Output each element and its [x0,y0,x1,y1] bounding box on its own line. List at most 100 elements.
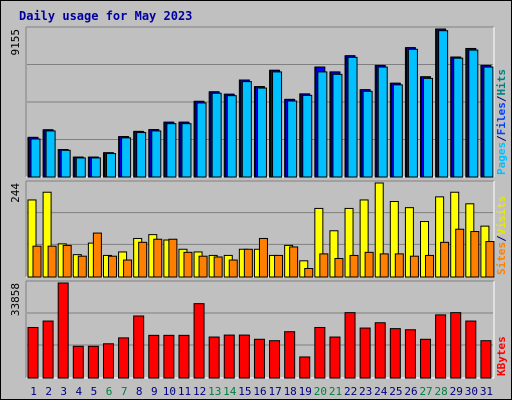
legend-part: Sites [495,242,508,275]
bar-pages [151,130,162,178]
bar-sites [334,258,344,278]
x-tick-label: 15 [238,385,251,398]
x-tick-label: 14 [223,385,237,398]
bar-kbytes [102,343,114,379]
legend-part: Hits [495,69,508,96]
y-max-label-bottom: 33858 [9,283,22,316]
legend-part: / [495,95,508,102]
bar-sites [485,241,495,278]
bar-kbytes [238,334,250,379]
bar-kbytes [284,331,296,379]
bar-kbytes [404,329,416,379]
bar-visits [27,199,37,278]
x-tick-label: 11 [178,385,191,398]
x-tick-label: 7 [121,385,128,398]
bar-pages [181,123,192,178]
bar-pages [241,81,252,178]
x-tick-label: 22 [344,385,357,398]
x-tick-label: 5 [91,385,98,398]
bar-pages [75,157,86,178]
bar-kbytes [450,312,462,379]
bar-pages [317,71,328,178]
bar-sites [364,251,374,278]
bar-pages [423,77,434,178]
bar-kbytes [118,337,130,379]
bar-sites [274,254,284,278]
bar-sites [107,255,117,278]
bar-sites [394,253,404,278]
bar-sites [77,255,87,278]
bar-sites [168,238,178,278]
bar-pages [90,157,101,178]
bar-pages [272,71,283,178]
bar-pages [377,66,388,178]
bar-kbytes [299,356,311,379]
legend-part: KBytes [495,336,508,376]
legend-top: Pages/Files/Hits [495,69,508,175]
bar-kbytes [480,340,492,379]
bar-sites [47,245,57,278]
legend-mid: Sites/Visits [495,196,508,276]
bar-sites [440,241,450,278]
legend-part: Visits [495,196,508,236]
bar-sites [92,232,102,278]
bar-visits [314,207,324,278]
bar-sites [409,255,419,278]
bar-sites [183,251,193,278]
bar-kbytes [435,314,447,379]
bar-sites [138,241,148,278]
x-tick-label: 9 [151,385,158,398]
bar-kbytes [87,345,99,379]
bar-pages [468,49,479,178]
bar-kbytes [359,327,371,379]
bar-pages [256,87,267,178]
x-tick-label: 21 [329,385,342,398]
bar-visits [374,182,384,278]
x-tick-label: 2 [45,385,52,398]
bar-pages [438,30,449,178]
bar-pages [196,102,207,178]
bar-sites [289,246,299,278]
bar-kbytes [253,338,265,379]
x-tick-label: 12 [193,385,206,398]
x-tick-label: 26 [404,385,417,398]
bar-pages [407,48,418,178]
bar-visits [329,230,339,278]
x-tick-label: 1 [30,385,37,398]
bar-kbytes [178,334,190,379]
bar-kbytes [27,326,39,379]
bar-sites [123,259,133,278]
bar-sites [319,253,329,278]
bar-kbytes [389,328,401,379]
x-tick-label: 16 [253,385,266,398]
bar-pages [211,92,222,178]
bar-visits [359,199,369,278]
y-max-label-mid: 244 [9,183,22,203]
bar-pages [166,123,177,178]
x-tick-label: 18 [284,385,297,398]
bar-pages [332,73,343,178]
x-tick-label: 24 [374,385,388,398]
chart-title: Daily usage for May 2023 [19,9,192,23]
bar-visits [389,200,399,278]
bar-visits [42,191,52,278]
x-tick-label: 19 [299,385,312,398]
legend-part: Pages [495,142,508,175]
bar-pages [30,138,41,178]
x-tick-label: 4 [76,385,83,398]
x-tick-label: 27 [419,385,432,398]
bar-sites [243,248,253,278]
x-tick-label: 13 [208,385,221,398]
bar-kbytes [344,312,356,379]
bar-kbytes [374,322,386,379]
bar-pages [287,100,298,178]
bar-kbytes [42,320,54,379]
bar-kbytes [420,338,432,379]
x-tick-label: 29 [450,385,463,398]
bar-pages [226,95,237,178]
bar-kbytes [72,345,84,379]
bar-kbytes [223,334,235,379]
x-tick-label: 31 [480,385,493,398]
bar-sites [349,254,359,278]
